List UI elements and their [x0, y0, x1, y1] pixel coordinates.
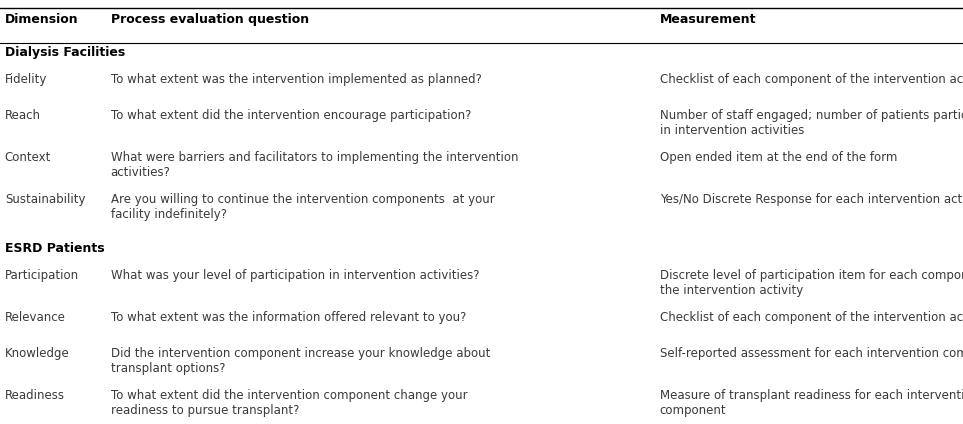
Text: Self-reported assessment for each intervention component: Self-reported assessment for each interv… — [660, 347, 963, 360]
Text: Checklist of each component of the intervention activity: Checklist of each component of the inter… — [660, 311, 963, 324]
Text: To what extent was the intervention implemented as planned?: To what extent was the intervention impl… — [111, 73, 482, 86]
Text: Knowledge: Knowledge — [5, 347, 69, 360]
Text: Process evaluation question: Process evaluation question — [111, 13, 309, 26]
Text: Number of staff engaged; number of patients participating
in intervention activi: Number of staff engaged; number of patie… — [660, 109, 963, 137]
Text: Checklist of each component of the intervention activity: Checklist of each component of the inter… — [660, 73, 963, 86]
Text: Reach: Reach — [5, 109, 40, 122]
Text: What were barriers and facilitators to implementing the intervention
activities?: What were barriers and facilitators to i… — [111, 151, 518, 179]
Text: To what extent did the intervention component change your
readiness to pursue tr: To what extent did the intervention comp… — [111, 389, 467, 417]
Text: Context: Context — [5, 151, 51, 164]
Text: Open ended item at the end of the form: Open ended item at the end of the form — [660, 151, 897, 164]
Text: Fidelity: Fidelity — [5, 73, 47, 86]
Text: ESRD Patients: ESRD Patients — [5, 242, 104, 255]
Text: Dialysis Facilities: Dialysis Facilities — [5, 46, 125, 59]
Text: Dimension: Dimension — [5, 13, 78, 26]
Text: Participation: Participation — [5, 269, 79, 282]
Text: Measure of transplant readiness for each intervention
component: Measure of transplant readiness for each… — [660, 389, 963, 417]
Text: Are you willing to continue the intervention components  at your
facility indefi: Are you willing to continue the interven… — [111, 193, 494, 221]
Text: Did the intervention component increase your knowledge about
transplant options?: Did the intervention component increase … — [111, 347, 490, 375]
Text: Readiness: Readiness — [5, 389, 65, 402]
Text: Relevance: Relevance — [5, 311, 65, 324]
Text: Discrete level of participation item for each component of
the intervention acti: Discrete level of participation item for… — [660, 269, 963, 297]
Text: Measurement: Measurement — [660, 13, 756, 26]
Text: To what extent did the intervention encourage participation?: To what extent did the intervention enco… — [111, 109, 471, 122]
Text: Sustainability: Sustainability — [5, 193, 86, 206]
Text: What was your level of participation in intervention activities?: What was your level of participation in … — [111, 269, 480, 282]
Text: To what extent was the information offered relevant to you?: To what extent was the information offer… — [111, 311, 466, 324]
Text: Yes/No Discrete Response for each intervention activity: Yes/No Discrete Response for each interv… — [660, 193, 963, 206]
